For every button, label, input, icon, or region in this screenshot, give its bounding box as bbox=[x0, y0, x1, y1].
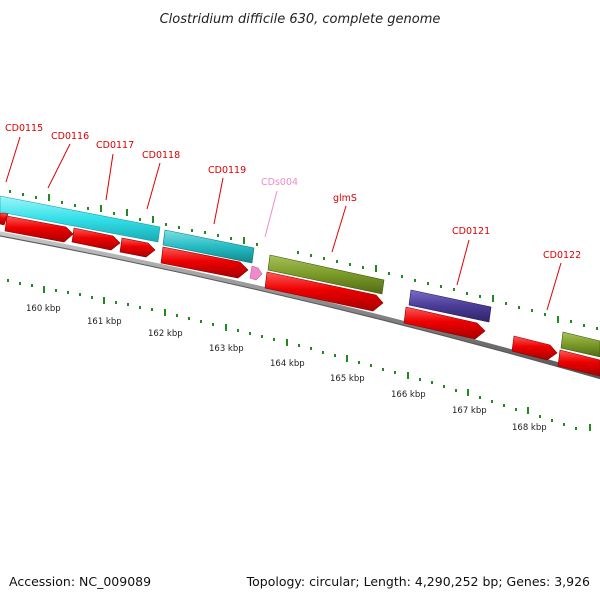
gene-label-cds004[interactable]: CDs004 bbox=[261, 177, 298, 188]
scale-ruler bbox=[7, 279, 591, 431]
outer-tick-track bbox=[9, 190, 598, 330]
gene-label-glms[interactable]: glmS bbox=[333, 193, 357, 204]
scale-label: 168 kbp bbox=[512, 423, 547, 433]
cds-arrow[interactable] bbox=[511, 335, 558, 361]
gene-label-cd0115[interactable]: CD0115 bbox=[5, 123, 43, 134]
scale-label: 160 kbp bbox=[26, 304, 61, 314]
cds-arrow[interactable] bbox=[4, 215, 74, 243]
cds-arrow[interactable] bbox=[403, 306, 486, 340]
gene-label-cd0118[interactable]: CD0118 bbox=[142, 150, 180, 161]
cds-arrow-cds004[interactable] bbox=[249, 265, 263, 281]
cds-arrow[interactable] bbox=[264, 271, 384, 312]
gene-label-cd0116[interactable]: CD0116 bbox=[51, 131, 89, 142]
gene-block-cd0122[interactable] bbox=[560, 331, 600, 358]
gene-label-cd0119[interactable]: CD0119 bbox=[208, 165, 246, 176]
cds-arrow[interactable] bbox=[557, 349, 600, 377]
scale-label: 166 kbp bbox=[391, 390, 426, 400]
gene-block-cd0121[interactable] bbox=[408, 289, 492, 323]
cds-arrow[interactable] bbox=[0, 212, 9, 226]
gene-block-glms[interactable] bbox=[267, 254, 385, 295]
cds-arrow-track bbox=[0, 212, 600, 377]
gene-block-cd0119[interactable] bbox=[162, 229, 255, 264]
gene-feature-track bbox=[0, 195, 600, 358]
scale-label: 163 kbp bbox=[209, 344, 244, 354]
scale-label: 165 kbp bbox=[330, 374, 365, 384]
genome-backbone bbox=[0, 231, 600, 380]
scale-label: 164 kbp bbox=[270, 359, 305, 369]
gene-labels: CD0115 CD0116 CD0117 CD0118 CD0119 CDs00… bbox=[5, 123, 581, 261]
cds-arrow[interactable] bbox=[119, 237, 156, 258]
topology-summary: Topology: circular; Length: 4,290,252 bp… bbox=[246, 574, 590, 589]
cds-arrow[interactable] bbox=[71, 227, 121, 251]
accession-text: Accession: NC_009089 bbox=[9, 574, 151, 589]
scale-label: 162 kbp bbox=[148, 329, 183, 339]
map-title: Clostridium difficile 630, complete geno… bbox=[160, 12, 441, 27]
gene-label-cd0117[interactable]: CD0117 bbox=[96, 140, 134, 151]
gene-block-cd0115-cd0118[interactable] bbox=[0, 195, 161, 243]
scale-label: 161 kbp bbox=[87, 317, 122, 327]
gene-label-cd0122[interactable]: CD0122 bbox=[543, 250, 581, 261]
gene-label-leaders bbox=[5, 136, 562, 311]
scale-label: 167 kbp bbox=[452, 406, 487, 416]
scale-labels: 160 kbp 161 kbp 162 kbp 163 kbp 164 kbp … bbox=[26, 304, 547, 433]
cds-arrow[interactable] bbox=[160, 246, 249, 279]
gene-label-cd0121[interactable]: CD0121 bbox=[452, 226, 490, 237]
